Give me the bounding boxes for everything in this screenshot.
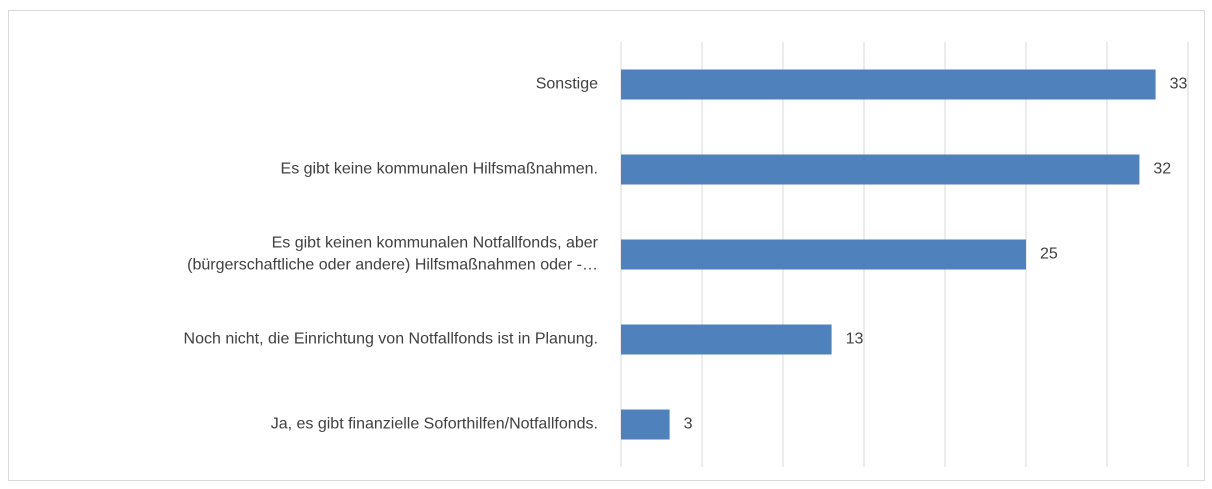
data-label: 25: [1040, 246, 1058, 263]
y-tick-label: Noch nicht, die Einrichtung von Notfallf…: [184, 331, 598, 348]
bar: [621, 154, 1140, 185]
y-tick-label: Sonstige: [536, 76, 598, 93]
bar: [621, 409, 670, 440]
bar: [621, 324, 832, 355]
y-tick-label: Es gibt keine kommunalen Hilfsmaßnahmen.: [281, 161, 598, 178]
data-label: 33: [1170, 76, 1188, 93]
bar: [621, 239, 1026, 270]
y-tick-label: Es gibt keinen kommunalen Notfallfonds, …: [187, 235, 599, 274]
bar: [621, 69, 1156, 100]
data-label: 32: [1153, 161, 1171, 178]
data-label: 13: [846, 331, 864, 348]
data-label: 3: [684, 416, 693, 433]
y-tick-label: Ja, es gibt finanzielle Soforthilfen/Not…: [271, 416, 598, 433]
